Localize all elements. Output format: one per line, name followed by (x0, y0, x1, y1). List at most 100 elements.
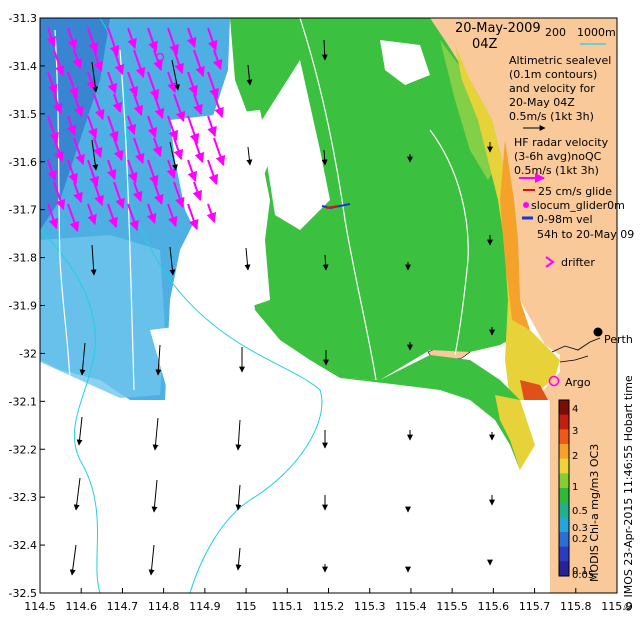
colorbar-tick-label: 3 (572, 426, 578, 437)
hf-radar-arrow (207, 27, 218, 51)
hf-radar-arrow (127, 27, 137, 49)
map-time: 04Z (472, 37, 498, 52)
colorbar-title: MODIS Chl-a mg/m3 OC3 (588, 444, 601, 582)
y-tick-label: -31.7 (9, 204, 37, 217)
perth-label: Perth (604, 333, 633, 346)
hf-radar-arrow (73, 181, 83, 203)
colorbar-frame (558, 399, 570, 577)
x-tick-label: 115.9 (601, 600, 633, 613)
hf-radar-arrow (167, 27, 179, 55)
hf-radar-arrow (133, 93, 144, 116)
colorbar-tick-label: 0.05 (572, 570, 594, 581)
altimetry-arrow (152, 417, 159, 451)
hf-radar-arrow (107, 115, 119, 142)
hf-radar-arrow (212, 49, 223, 70)
swan-estuary (551, 337, 601, 363)
colorbar-tick-label: 4 (572, 404, 578, 415)
y-tick-label: -32.3 (9, 491, 37, 504)
hf-radar-arrow (67, 71, 79, 98)
hf-radar-arrow (147, 159, 159, 186)
y-tick-label: -31.4 (9, 60, 37, 73)
hf-radar-arrow (153, 181, 164, 205)
hf-radar-arrow (106, 159, 117, 180)
sealevel-contour (429, 129, 469, 356)
hf-radar-arrow (93, 49, 104, 72)
altimetry-arrow (246, 146, 253, 166)
y-tick-label: -31.8 (9, 252, 37, 265)
altimetry-arrow (235, 484, 242, 511)
altimetry-arrow (91, 61, 99, 93)
hf-radar-arrow (127, 71, 139, 97)
hf-radar-arrow (147, 115, 158, 138)
y-tick-label: -31.3 (9, 12, 37, 25)
sealevel-contour (54, 29, 71, 381)
x-tick-label: 114.5 (24, 600, 56, 613)
hf-radar-arrow (47, 203, 59, 229)
hf-radar-arrow (113, 137, 124, 161)
altimetry-arrow (235, 419, 242, 451)
svg-text:25 cm/s glide: 25 cm/s glide (538, 185, 612, 198)
colorbar-segment (559, 517, 569, 533)
chl-south-yellow (495, 395, 535, 470)
legend-slocum: slocum_glider0m (523, 199, 625, 212)
hf-radar-arrow (66, 115, 77, 136)
colorbar-segment (559, 488, 569, 504)
cloud-gap (170, 110, 270, 250)
argo-marker-offshore (155, 52, 165, 62)
colorbar-segment (559, 458, 569, 474)
altimetry-arrow (244, 247, 251, 271)
hf-radar-arrow (152, 137, 163, 157)
x-tick-label: 115.5 (436, 600, 468, 613)
x-tick-label: 115.2 (313, 600, 345, 613)
colorbar-tick-label: 0.5 (572, 506, 588, 517)
hf-radar-arrow (206, 203, 217, 223)
hf-radar-arrow (127, 159, 138, 183)
land-australia (428, 18, 617, 593)
hf-radar-arrow (73, 93, 84, 117)
hf-radar-arrow (133, 49, 146, 78)
hf-radar-arrow (207, 71, 219, 99)
hf-radar-arrow (52, 93, 63, 114)
hf-radar-arrow (93, 181, 104, 206)
colorbar: 4 3 2 1 0.5 0.30.2 0.10.05 (558, 399, 594, 581)
altimetry-arrow (155, 344, 162, 376)
credit-text: © IMOS 23-Apr-2015 11:46:55 Hobart time (622, 375, 635, 612)
hf-radar-arrow (126, 115, 137, 135)
hf-radar-arrow (72, 49, 83, 69)
colorbar-segment (559, 414, 569, 430)
y-tick-label: -32.4 (9, 539, 37, 552)
hf-radar-arrow (107, 27, 120, 56)
hf-radar-arrow (87, 203, 97, 225)
svg-text:(0.1m contours): (0.1m contours) (509, 68, 597, 81)
hf-radar-arrow (67, 203, 80, 232)
legend-glide: 25 cm/s glide (523, 185, 612, 198)
y-tick-label: -32.5 (9, 587, 37, 600)
hf-radar-arrow (113, 181, 125, 209)
hf-radar-arrow (132, 181, 143, 202)
altimetry-arrow (321, 149, 328, 166)
hf-radar-arrow (67, 27, 78, 50)
hf-radar-arrow (187, 203, 199, 230)
x-tick-label: 115.8 (560, 600, 592, 613)
altimetry-arrow (246, 64, 253, 86)
altimetry-arrow (79, 342, 86, 376)
colorbar-segment (559, 444, 569, 460)
colorbar-segment (559, 561, 569, 577)
x-axis: 114.5 114.6 114.7 114.8 114.9 115 115.1 115.2 11… (24, 588, 633, 613)
bathy-contour-1000m (40, 229, 101, 593)
hf-radar-arrow (87, 115, 98, 139)
hf-radar-arrow (133, 137, 145, 164)
colorbar-tick-label: 0.3 (572, 523, 588, 534)
hf-radar-arrow (92, 137, 103, 158)
cloud-gap (230, 240, 270, 310)
hf-radar-arrow (193, 137, 205, 163)
altimetry-arrow (76, 416, 83, 446)
hf-radar-arrow (47, 71, 58, 95)
y-tick-label: -31.6 (9, 156, 37, 169)
argo-label: Argo (565, 376, 591, 389)
hf-radar-arrow (173, 181, 185, 208)
legend-altimetry: Altimetric sealevel (0.1m contours) and … (509, 54, 611, 131)
colorbar-segment (559, 429, 569, 445)
colorbar-tick-label: 0.2 (572, 534, 588, 545)
